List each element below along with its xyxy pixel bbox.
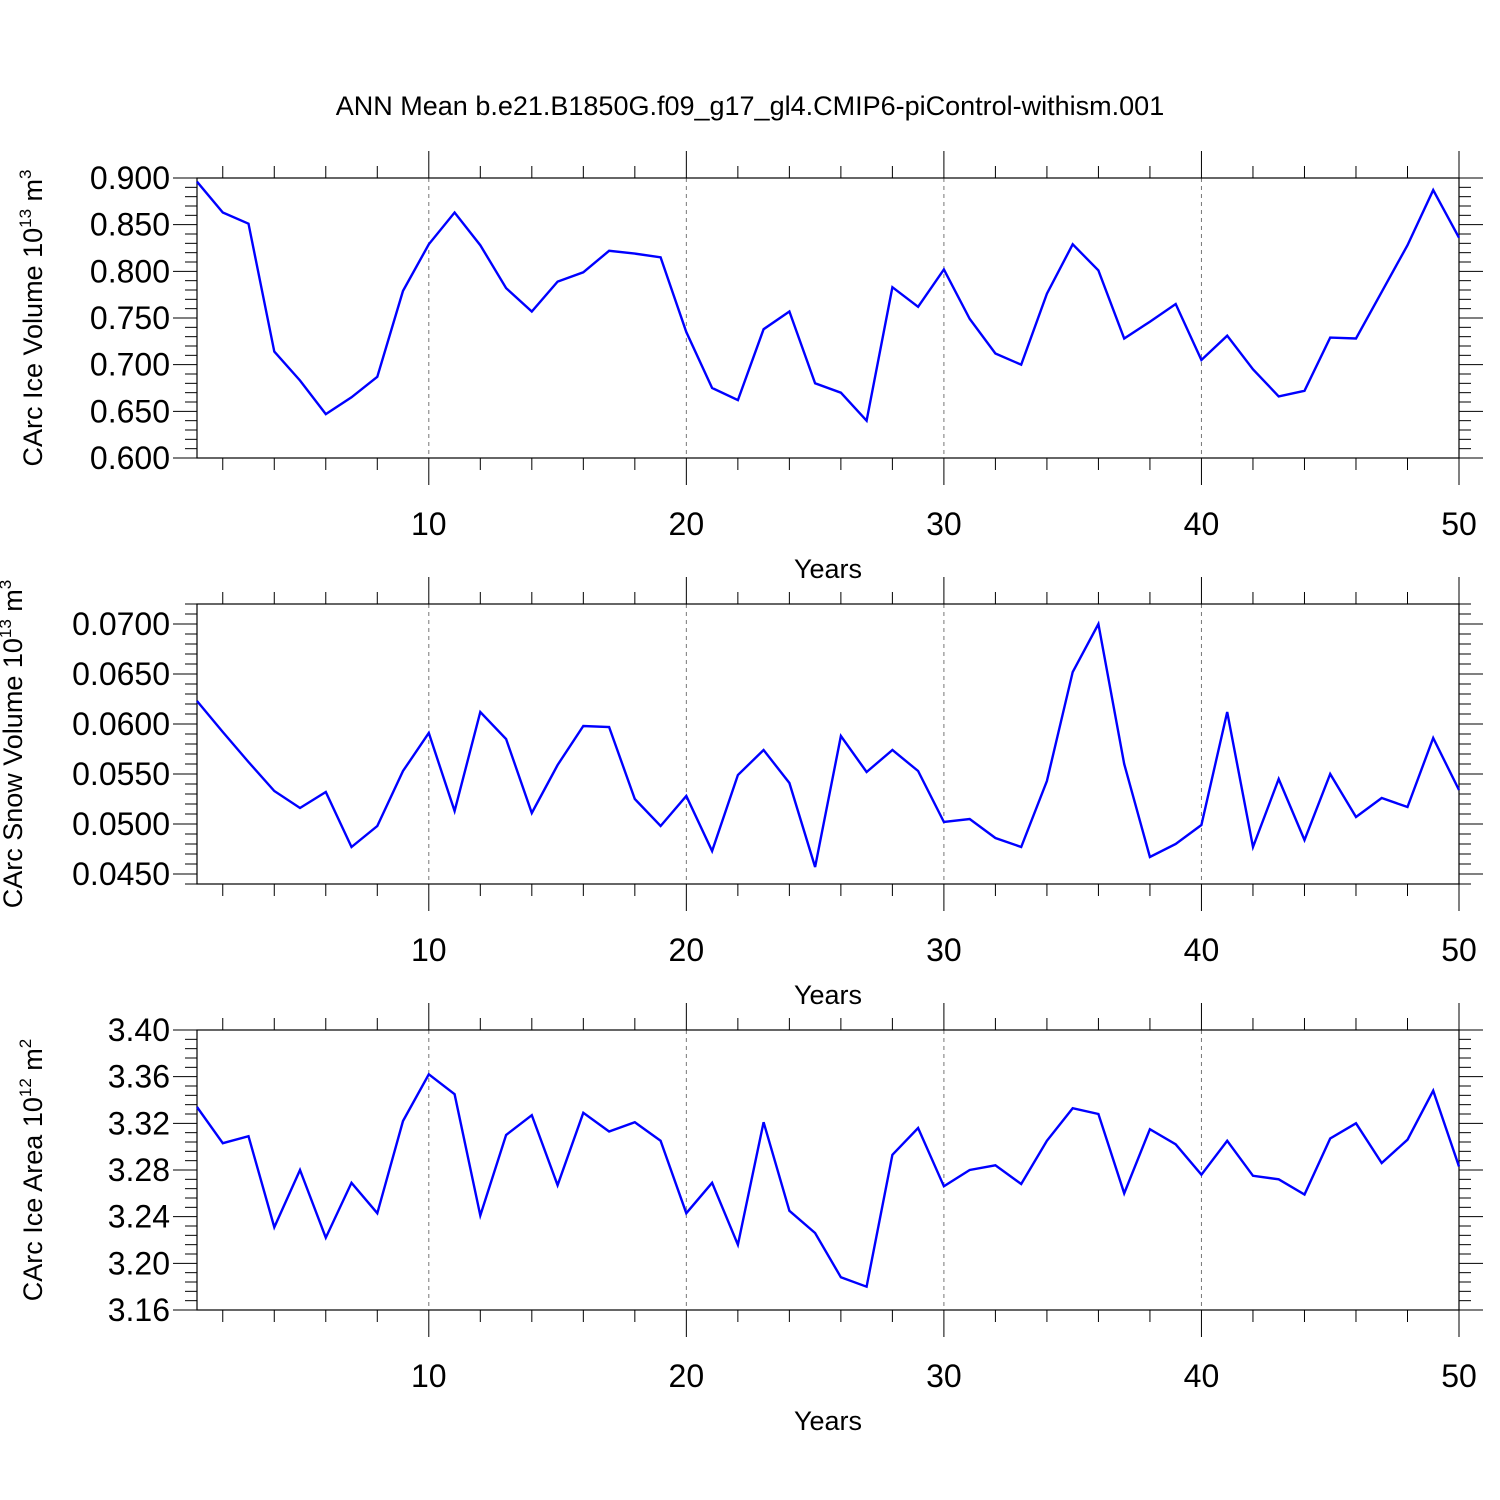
y-tick-label: 0.0550 (72, 756, 170, 792)
y-tick-label: 3.40 (108, 1012, 170, 1048)
x-tick-label: 10 (411, 932, 447, 968)
x-tick-label: 40 (1184, 1358, 1220, 1394)
x-tick-label: 10 (411, 506, 447, 542)
y-tick-label: 3.28 (108, 1152, 170, 1188)
x-tick-label: 10 (411, 1358, 447, 1394)
y-tick-label: 0.0450 (72, 856, 170, 892)
y-tick-label: 3.32 (108, 1105, 170, 1141)
x-axis-label: Years (794, 554, 862, 584)
figure-title: ANN Mean b.e21.B1850G.f09_g17_gl4.CMIP6-… (336, 91, 1164, 121)
x-tick-label: 30 (926, 506, 962, 542)
panels: 10 20 30 40 50 0.600 0.650 0.700 0.750 0.800 0.850… (0, 151, 1483, 1436)
y-tick-label: 3.24 (108, 1199, 170, 1235)
y-tick-label: 0.650 (90, 393, 170, 429)
series-line (196, 1072, 1461, 1289)
y-tick-label: 0.800 (90, 253, 170, 289)
panel-1: 10 20 30 40 50 0.600 0.650 0.700 0.750 0.800 0.850… (16, 151, 1483, 584)
y-axis-label: CArc Ice Area 1012 m2 (16, 1039, 48, 1302)
y-axis-label: CArc Ice Volume 1013 m3 (16, 169, 48, 466)
plot-frame (196, 1029, 1460, 1311)
plot-frame (196, 177, 1460, 459)
x-tick-label: 40 (1184, 506, 1220, 542)
y-tick-label: 0.0700 (72, 606, 170, 642)
y-tick-label: 0.0500 (72, 806, 170, 842)
y-axis-label: CArc Snow Volume 1013 m3 (0, 580, 28, 909)
y-tick-label: 0.900 (90, 160, 170, 196)
x-tick-label: 20 (669, 1358, 705, 1394)
x-tick-label: 30 (926, 932, 962, 968)
y-tick-label: 3.16 (108, 1292, 170, 1328)
x-tick-label: 50 (1441, 932, 1477, 968)
x-tick-label: 20 (669, 506, 705, 542)
y-tick-label: 0.750 (90, 300, 170, 336)
y-tick-label: 3.36 (108, 1059, 170, 1095)
panel-2: 10 20 30 40 50 0.0450 0.0500 0.0550 0.0600 0.0650… (0, 577, 1483, 1010)
x-tick-label: 50 (1441, 1358, 1477, 1394)
x-tick-label: 20 (669, 932, 705, 968)
x-tick-label: 30 (926, 1358, 962, 1394)
y-tick-label: 0.700 (90, 347, 170, 383)
series-line (196, 620, 1461, 868)
plot-frame (196, 603, 1460, 885)
x-tick-label: 40 (1184, 932, 1220, 968)
y-tick-label: 0.600 (90, 440, 170, 476)
x-axis-label: Years (794, 980, 862, 1010)
x-axis-label: Years (794, 1406, 862, 1436)
series-line (196, 180, 1461, 424)
y-tick-label: 0.0650 (72, 656, 170, 692)
y-tick-label: 0.0600 (72, 706, 170, 742)
y-tick-label: 3.20 (108, 1245, 170, 1281)
x-tick-label: 50 (1441, 506, 1477, 542)
y-tick-label: 0.850 (90, 207, 170, 243)
panel-3: 10 20 30 40 50 3.16 3.20 3.24 3.28 3.32 3.36 3.40 Ye… (16, 1003, 1483, 1436)
